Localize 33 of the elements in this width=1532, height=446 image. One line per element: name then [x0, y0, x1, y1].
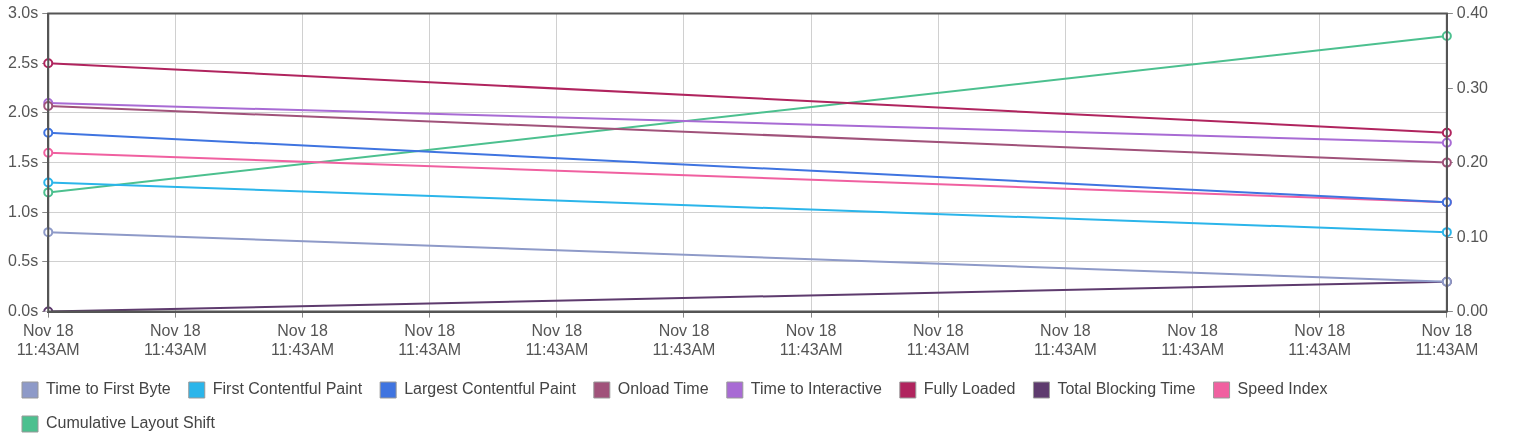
y-tick-label: 1.0s — [7, 202, 39, 220]
legend-label: Fully Loaded — [923, 380, 1016, 398]
y-tick-label: 0.0s — [7, 302, 39, 320]
legend-label: Time to First Byte — [46, 380, 171, 398]
y2-tick-label: 0.40 — [1456, 4, 1489, 22]
x-tick-label: Nov 18 11:43AM — [652, 321, 716, 358]
x-tick-label: Nov 18 11:43AM — [1033, 321, 1097, 358]
y2-tick-label: 0.00 — [1456, 302, 1489, 320]
legend-label: Cumulative Layout Shift — [46, 414, 216, 432]
x-tick-label: Nov 18 11:43AM — [906, 321, 970, 358]
x-tick-label: Nov 18 11:43AM — [143, 321, 207, 358]
y-tick-label: 1.5s — [7, 153, 39, 171]
y-tick-label: 2.0s — [7, 103, 39, 121]
x-tick-label: Nov 18 11:43AM — [398, 321, 462, 358]
x-tick-label: Nov 18 11:43AM — [1415, 321, 1479, 358]
x-tick-label: Nov 18 11:43AM — [1161, 321, 1224, 358]
x-tick-label: Nov 18 11:43AM — [779, 321, 843, 358]
legend-label: Total Blocking Time — [1057, 380, 1196, 398]
y2-tick-label: 0.30 — [1456, 78, 1489, 96]
legend-label: Time to Interactive — [750, 380, 882, 398]
legend-label: Onload Time — [617, 380, 709, 398]
y-tick-label: 2.5s — [7, 53, 39, 71]
y-tick-label: 0.5s — [7, 252, 39, 270]
legend-label: Largest Contentful Paint — [404, 380, 577, 398]
y2-tick-label: 0.10 — [1456, 227, 1489, 245]
x-tick-label: Nov 18 11:43AM — [271, 321, 334, 358]
legend-label: First Contentful Paint — [212, 380, 363, 398]
x-tick-label: Nov 18 11:43AM — [16, 321, 80, 358]
x-tick-label: Nov 18 11:43AM — [525, 321, 589, 358]
legend-label: Speed Index — [1237, 380, 1328, 398]
y2-tick-label: 0.20 — [1456, 153, 1489, 171]
x-tick-label: Nov 18 11:43AM — [1288, 321, 1352, 358]
y-tick-label: 3.0s — [7, 4, 39, 22]
